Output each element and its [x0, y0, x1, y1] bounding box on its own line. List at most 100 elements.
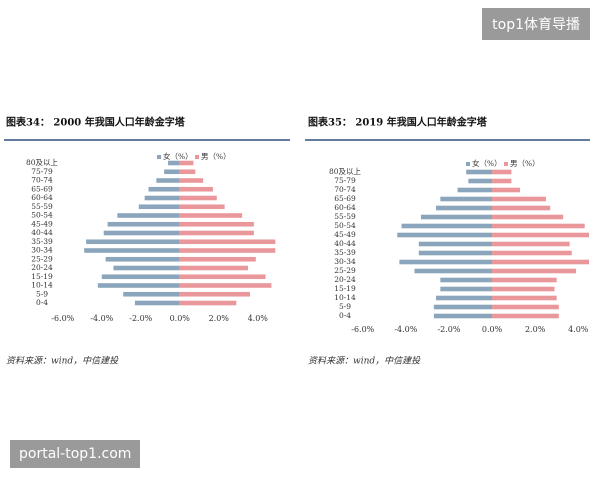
- bar: [97, 283, 180, 288]
- bar: [399, 259, 493, 265]
- bar: [492, 286, 555, 292]
- bar: [179, 186, 213, 192]
- category-label: 40-44: [334, 239, 356, 248]
- bar: [86, 239, 180, 245]
- x-tick-label: -4.0%: [394, 325, 417, 334]
- bar: [440, 196, 493, 202]
- bar: [436, 295, 493, 301]
- bar: [492, 277, 557, 283]
- bar: [144, 195, 180, 201]
- bar: [84, 248, 180, 253]
- category-label: 10-14: [334, 293, 356, 302]
- bar: [433, 304, 493, 310]
- bar: [440, 286, 493, 292]
- category-label: 5-9: [339, 302, 351, 311]
- bar: [468, 178, 493, 184]
- category-label: 15-19: [31, 272, 53, 281]
- category-label: 35-39: [31, 237, 53, 246]
- bar: [138, 204, 180, 210]
- bar: [179, 213, 243, 218]
- category-label: 40-44: [31, 228, 53, 237]
- category-label: 75-79: [31, 167, 53, 176]
- category-label: 60-64: [31, 193, 53, 202]
- x-tick-label: -6.0%: [351, 325, 374, 334]
- bar: [440, 277, 493, 283]
- bar: [179, 160, 194, 166]
- category-label: 30-34: [334, 257, 356, 266]
- x-tick-label: 2.0%: [525, 325, 546, 334]
- bar: [107, 221, 180, 227]
- bar: [123, 291, 180, 297]
- category-label: 65-69: [334, 194, 356, 203]
- bar: [105, 256, 180, 262]
- category-label: 50-54: [334, 221, 356, 230]
- category-label: 15-19: [334, 284, 356, 293]
- x-tick-label: 0.0%: [170, 314, 191, 323]
- legend-swatch: [195, 155, 199, 159]
- bar: [179, 230, 254, 236]
- bar: [179, 291, 250, 297]
- bar: [414, 268, 493, 274]
- bar: [492, 259, 589, 265]
- bar: [433, 313, 493, 319]
- x-tick-label: -2.0%: [129, 314, 152, 323]
- bar: [179, 248, 276, 253]
- category-label: 30-34: [31, 246, 53, 255]
- category-label: 45-49: [334, 230, 356, 239]
- bar: [492, 196, 546, 202]
- bar: [179, 169, 196, 175]
- bar: [492, 187, 521, 193]
- x-tick-label: -2.0%: [437, 325, 460, 334]
- watermark: portal-top1.com: [10, 440, 141, 468]
- bar: [179, 300, 237, 306]
- bar: [466, 169, 493, 175]
- category-label: 50-54: [31, 211, 53, 220]
- watermark: top1体育导播: [482, 8, 590, 40]
- bar: [179, 265, 248, 271]
- bar: [179, 178, 204, 183]
- bar: [492, 313, 559, 319]
- category-label: 55-59: [334, 212, 356, 221]
- bar: [103, 230, 180, 236]
- bar: [397, 232, 493, 238]
- bar: [420, 214, 493, 220]
- category-label: 45-49: [31, 219, 53, 228]
- category-label: 60-64: [334, 203, 356, 212]
- category-label: 75-79: [334, 176, 356, 185]
- x-tick-label: 0.0%: [482, 325, 503, 334]
- bar: [457, 187, 493, 193]
- source: 资料来源：wind，中信建投: [6, 356, 119, 367]
- category-label: 10-14: [31, 281, 53, 290]
- bar: [492, 268, 577, 274]
- category-label: 20-24: [31, 263, 53, 272]
- x-tick-label: 4.0%: [248, 314, 269, 323]
- legend-label: 女（%）: [472, 158, 502, 168]
- legend-label: 女（%）: [163, 151, 193, 161]
- category-label: 70-74: [31, 176, 53, 185]
- category-label: 0-4: [339, 311, 351, 320]
- bar: [492, 205, 551, 211]
- x-tick-label: -6.0%: [51, 314, 74, 323]
- bar: [179, 274, 266, 280]
- bar: [436, 205, 493, 211]
- source: 资料来源：wind，中信建投: [308, 356, 421, 367]
- bar: [492, 223, 585, 229]
- bar: [492, 241, 570, 247]
- category-label: 70-74: [334, 185, 356, 194]
- bar: [179, 239, 276, 245]
- bar: [134, 300, 180, 306]
- bar: [492, 214, 564, 220]
- bar: [418, 241, 493, 247]
- bar: [179, 221, 254, 227]
- category-label: 65-69: [31, 184, 53, 193]
- x-tick-label: 2.0%: [209, 314, 230, 323]
- legend-swatch: [466, 162, 470, 166]
- bar: [168, 160, 180, 166]
- bar: [401, 223, 493, 229]
- bar: [101, 274, 180, 280]
- category-label: 80及以上: [26, 158, 59, 167]
- x-tick-label: 4.0%: [568, 325, 589, 334]
- chart-title: 图表34： 2000 年我国人口年龄金字塔: [6, 116, 186, 129]
